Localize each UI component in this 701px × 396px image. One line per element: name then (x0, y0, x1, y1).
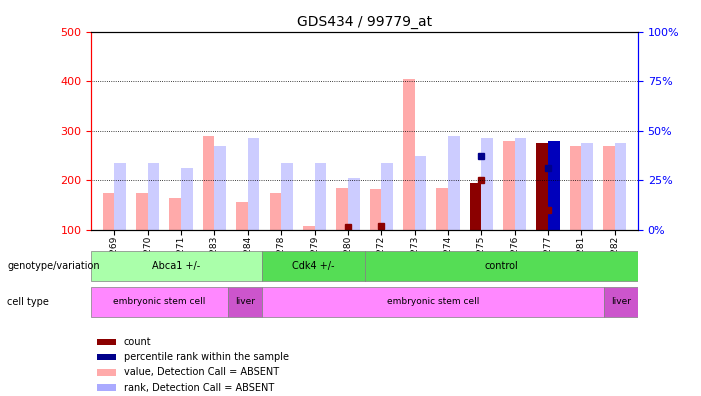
Text: value, Detection Call = ABSENT: value, Detection Call = ABSENT (124, 367, 279, 377)
Bar (303, 226, 315, 230)
FancyBboxPatch shape (365, 251, 638, 282)
FancyBboxPatch shape (91, 251, 262, 282)
Bar (481, 138, 493, 230)
Bar (381, 163, 393, 230)
Bar (515, 138, 526, 230)
Bar (348, 178, 360, 230)
Bar (215, 145, 226, 230)
Text: Cdk4 +/-: Cdk4 +/- (292, 261, 334, 271)
Bar (97, 385, 116, 390)
Bar (369, 188, 381, 230)
Title: GDS434 / 99779_at: GDS434 / 99779_at (297, 15, 432, 29)
FancyBboxPatch shape (228, 287, 262, 317)
Bar (315, 163, 326, 230)
Bar (615, 143, 626, 230)
Text: embryonic stem cell: embryonic stem cell (387, 297, 479, 307)
Bar (414, 156, 426, 230)
Bar (269, 192, 281, 230)
Text: liver: liver (611, 297, 631, 307)
Text: liver: liver (235, 297, 255, 307)
Bar (114, 163, 126, 230)
Bar (336, 188, 348, 230)
Bar (148, 163, 160, 230)
Text: count: count (124, 337, 151, 347)
FancyBboxPatch shape (262, 251, 365, 282)
Bar (97, 339, 116, 345)
Bar (569, 145, 581, 230)
Text: genotype/variation: genotype/variation (7, 261, 100, 271)
Bar (181, 168, 193, 230)
Bar (248, 138, 259, 230)
Text: percentile rank within the sample: percentile rank within the sample (124, 352, 289, 362)
Bar (281, 163, 293, 230)
FancyBboxPatch shape (604, 287, 638, 317)
Text: control: control (484, 261, 518, 271)
Bar (603, 145, 615, 230)
Text: Abca1 +/-: Abca1 +/- (152, 261, 200, 271)
Text: embryonic stem cell: embryonic stem cell (114, 297, 205, 307)
Bar (97, 354, 116, 360)
Bar (136, 192, 148, 230)
Bar (548, 141, 559, 230)
Bar (536, 143, 548, 230)
Bar (203, 135, 215, 230)
Bar (97, 369, 116, 375)
Bar (236, 202, 248, 230)
Text: cell type: cell type (7, 297, 49, 307)
FancyBboxPatch shape (262, 287, 604, 317)
Bar (448, 135, 460, 230)
Bar (103, 192, 114, 230)
Bar (503, 141, 515, 230)
Bar (170, 198, 181, 230)
Bar (403, 79, 414, 230)
Bar (436, 188, 448, 230)
FancyBboxPatch shape (91, 287, 228, 317)
Bar (470, 183, 481, 230)
Bar (581, 143, 593, 230)
Text: rank, Detection Call = ABSENT: rank, Detection Call = ABSENT (124, 383, 274, 392)
